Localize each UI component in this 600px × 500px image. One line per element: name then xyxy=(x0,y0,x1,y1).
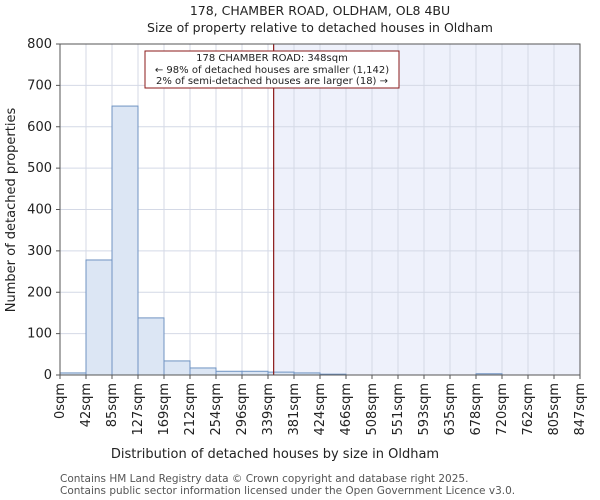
x-tick-label: 635sqm xyxy=(443,383,458,436)
y-tick-label: 200 xyxy=(27,285,52,300)
x-tick-label: 593sqm xyxy=(417,383,432,436)
chart-title: 178, CHAMBER ROAD, OLDHAM, OL8 4BU xyxy=(190,3,450,18)
bar-212sqm xyxy=(189,367,217,376)
x-tick-label: 847sqm xyxy=(573,383,588,436)
x-tick-label: 805sqm xyxy=(547,383,562,436)
x-tick-label: 254sqm xyxy=(209,383,224,436)
bar-296sqm xyxy=(241,370,269,376)
y-axis-title: Number of detached properties xyxy=(4,108,19,313)
y-tick-label: 600 xyxy=(27,120,52,135)
x-tick-label: 678sqm xyxy=(469,383,484,436)
annotation-box: 178 CHAMBER ROAD: 348sqm ← 98% of detach… xyxy=(144,50,400,89)
bar-169sqm xyxy=(163,360,191,376)
x-axis-title: Distribution of detached houses by size … xyxy=(111,447,439,462)
y-tick-label: 300 xyxy=(27,244,52,259)
chart-subtitle: Size of property relative to detached ho… xyxy=(147,20,493,35)
x-tick-label: 85sqm xyxy=(105,383,120,427)
x-tick-label: 720sqm xyxy=(495,383,510,436)
x-tick-label: 508sqm xyxy=(365,383,380,436)
y-tick-label: 400 xyxy=(27,203,52,218)
x-axis: 0sqm 42sqm 85sqm 127sqm 169sqm 212sqm 254sqm 29… xyxy=(53,375,588,436)
x-tick-label: 466sqm xyxy=(339,383,354,436)
x-tick-label: 169sqm xyxy=(157,383,172,436)
bar-127sqm xyxy=(137,317,165,376)
x-tick-label: 339sqm xyxy=(261,383,276,436)
bar-254sqm xyxy=(215,370,243,376)
annotation-line-1: 178 CHAMBER ROAD: 348sqm xyxy=(196,53,348,64)
x-tick-label: 42sqm xyxy=(79,383,94,427)
x-tick-label: 127sqm xyxy=(131,383,146,436)
y-tick-label: 800 xyxy=(27,37,52,52)
y-tick-label: 100 xyxy=(27,327,52,342)
x-tick-label: 296sqm xyxy=(235,383,250,436)
x-tick-label: 424sqm xyxy=(313,383,328,436)
y-tick-label: 700 xyxy=(27,78,52,93)
annotation-line-3: 2% of semi-detached houses are larger (1… xyxy=(156,76,388,87)
x-tick-label: 762sqm xyxy=(521,383,536,436)
footer-line-1: Contains HM Land Registry data © Crown c… xyxy=(60,473,469,485)
bar-42sqm xyxy=(85,259,113,376)
annotation-frame xyxy=(144,50,400,89)
x-tick-label: 381sqm xyxy=(287,383,302,436)
y-axis: 0 100 200 300 400 500 600 700 800 xyxy=(27,37,60,383)
y-tick-label: 500 xyxy=(27,161,52,176)
annotation-line-2: ← 98% of detached houses are smaller (1,… xyxy=(155,65,389,76)
footer-line-2: Contains public sector information licen… xyxy=(60,485,516,497)
x-tick-label: 0sqm xyxy=(53,383,68,419)
bar-85sqm xyxy=(111,105,139,376)
x-tick-label: 551sqm xyxy=(391,383,406,436)
x-tick-label: 212sqm xyxy=(183,383,198,436)
y-tick-label: 0 xyxy=(44,368,52,383)
